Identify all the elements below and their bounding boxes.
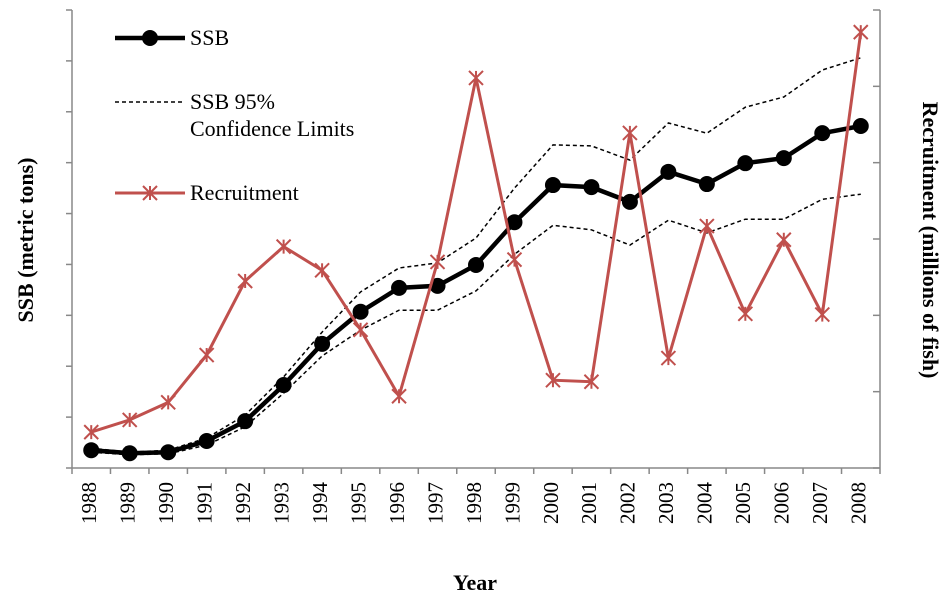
x-tick-label: 1991 xyxy=(192,482,216,524)
x-tick-label: 1992 xyxy=(231,482,255,524)
x-tick-label: 2004 xyxy=(693,482,717,525)
legend-label: Recruitment xyxy=(190,180,299,205)
ssb-point xyxy=(391,279,408,296)
x-tick-label: 2007 xyxy=(808,482,832,524)
recruitment-point xyxy=(506,251,523,268)
legend-item: SSB 95% Confidence Limits xyxy=(190,89,355,141)
x-tick-label: 2008 xyxy=(847,482,871,524)
ssb-point xyxy=(429,277,446,294)
recruitment-point xyxy=(160,394,176,411)
ssb-point xyxy=(352,303,369,320)
x-tick-label: 2001 xyxy=(577,482,601,524)
x-tick-label: 2000 xyxy=(539,482,563,524)
recruitment-point xyxy=(198,347,215,363)
ssb-point xyxy=(83,442,100,459)
legend-marker xyxy=(142,185,158,201)
legend-label: SSB xyxy=(190,25,230,50)
legend-label: SSB 95% Confidence Limits xyxy=(190,89,355,141)
ssb-point xyxy=(660,163,677,180)
recruitment-point xyxy=(660,350,677,366)
ci-line xyxy=(91,193,861,456)
ssb-point xyxy=(544,177,561,194)
x-tick-label: 1995 xyxy=(346,482,370,524)
x-tick-label: 1996 xyxy=(385,482,409,524)
ssb-point xyxy=(275,377,292,394)
x-tick-label: 1990 xyxy=(154,482,178,524)
recruitment-point xyxy=(583,374,600,390)
x-tick-label: 1989 xyxy=(116,482,140,524)
ssb-point xyxy=(583,179,600,196)
ssb-point xyxy=(314,335,331,352)
recruitment-point xyxy=(853,24,869,40)
x-tick-label: 1998 xyxy=(462,482,486,524)
ssb-point xyxy=(121,445,138,462)
y2-axis-title: Recruitment (millions of fish) xyxy=(918,102,943,379)
ssb-point xyxy=(621,193,638,210)
recruitment-point xyxy=(622,125,638,141)
recruitment-point xyxy=(545,372,561,388)
x-tick-label: 2005 xyxy=(731,482,755,524)
recruitment-point xyxy=(699,218,715,234)
recruitment-point xyxy=(468,70,484,86)
recruitment-point xyxy=(275,238,292,255)
ssb-point xyxy=(160,444,177,461)
recruitment-point xyxy=(391,388,407,404)
y-axis-title: SSB (metric tons) xyxy=(13,158,38,323)
recruitment-point xyxy=(122,412,138,428)
x-tick-label: 1997 xyxy=(423,482,447,524)
legend-item: Recruitment xyxy=(190,180,299,205)
x-tick-label: 2006 xyxy=(770,482,794,524)
ssb-point xyxy=(852,118,869,135)
series-line xyxy=(91,123,862,456)
x-tick-label: 2002 xyxy=(616,482,640,524)
recruitment-point xyxy=(352,322,369,338)
recruitment-point xyxy=(237,273,253,289)
recruitment-point xyxy=(814,306,830,323)
recruitment-point xyxy=(737,306,754,322)
legend-item: SSB xyxy=(190,25,230,50)
recruitment-point xyxy=(314,262,330,279)
x-tick-label: 2003 xyxy=(654,482,678,524)
ssb-point xyxy=(775,150,792,167)
ci-line xyxy=(91,57,862,453)
ssb-point xyxy=(468,256,484,273)
recruitment-point xyxy=(83,424,99,440)
x-tick-label: 1999 xyxy=(500,482,524,524)
x-tick-label: 1993 xyxy=(269,482,293,524)
x-tick-label: 1994 xyxy=(308,482,332,525)
ssb-point xyxy=(737,155,754,172)
ssb-point xyxy=(198,433,215,450)
ssb-point xyxy=(698,176,715,193)
ssb-point xyxy=(814,125,831,142)
ssb-point xyxy=(506,214,523,231)
recruitment-point xyxy=(776,232,792,248)
x-axis-title: Year xyxy=(453,570,497,594)
recruitment-point xyxy=(429,254,446,270)
x-tick-label: 1988 xyxy=(77,482,101,524)
legend-marker xyxy=(142,30,158,46)
